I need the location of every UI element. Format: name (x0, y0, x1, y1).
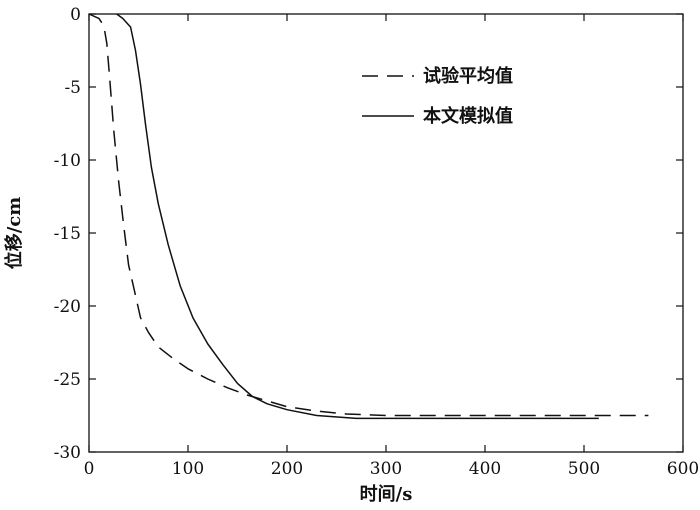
series-line-experimental (88, 13, 649, 417)
y-tick-label: -25 (54, 370, 81, 390)
y-tick-label: -30 (54, 443, 81, 463)
y-tick-label: 0 (70, 5, 81, 25)
x-tick-label: 0 (84, 459, 95, 479)
x-tick-label: 300 (370, 459, 402, 479)
y-tick-label: -5 (64, 78, 81, 98)
x-tick-label: 100 (172, 459, 204, 479)
plot-frame (88, 13, 684, 453)
legend-label-simulated: 本文模拟值 (423, 105, 513, 127)
y-tick-label: -15 (54, 224, 81, 244)
y-tick-label: -10 (54, 151, 81, 171)
axis-ticks: 0 100 200 300 400 500 600 0 -5 -10 -15 -20 -25 -30 (54, 5, 700, 479)
x-tick-label: 500 (568, 459, 600, 479)
x-axis-title: 时间/s (360, 484, 413, 505)
x-tick-label: 600 (667, 459, 699, 479)
series-lines (88, 13, 649, 420)
x-tick-label: 200 (271, 459, 303, 479)
legend: 试验平均值 本文模拟值 (362, 65, 513, 127)
y-axis-title: 位移/cm (3, 197, 25, 270)
y-tick-label: -20 (54, 297, 81, 317)
series-line-simulated (116, 13, 599, 420)
plot-area: 0 100 200 300 400 500 600 0 -5 -10 -15 -20 -25 -30 (54, 5, 700, 479)
legend-label-experimental: 试验平均值 (423, 65, 513, 87)
x-tick-label: 400 (469, 459, 501, 479)
